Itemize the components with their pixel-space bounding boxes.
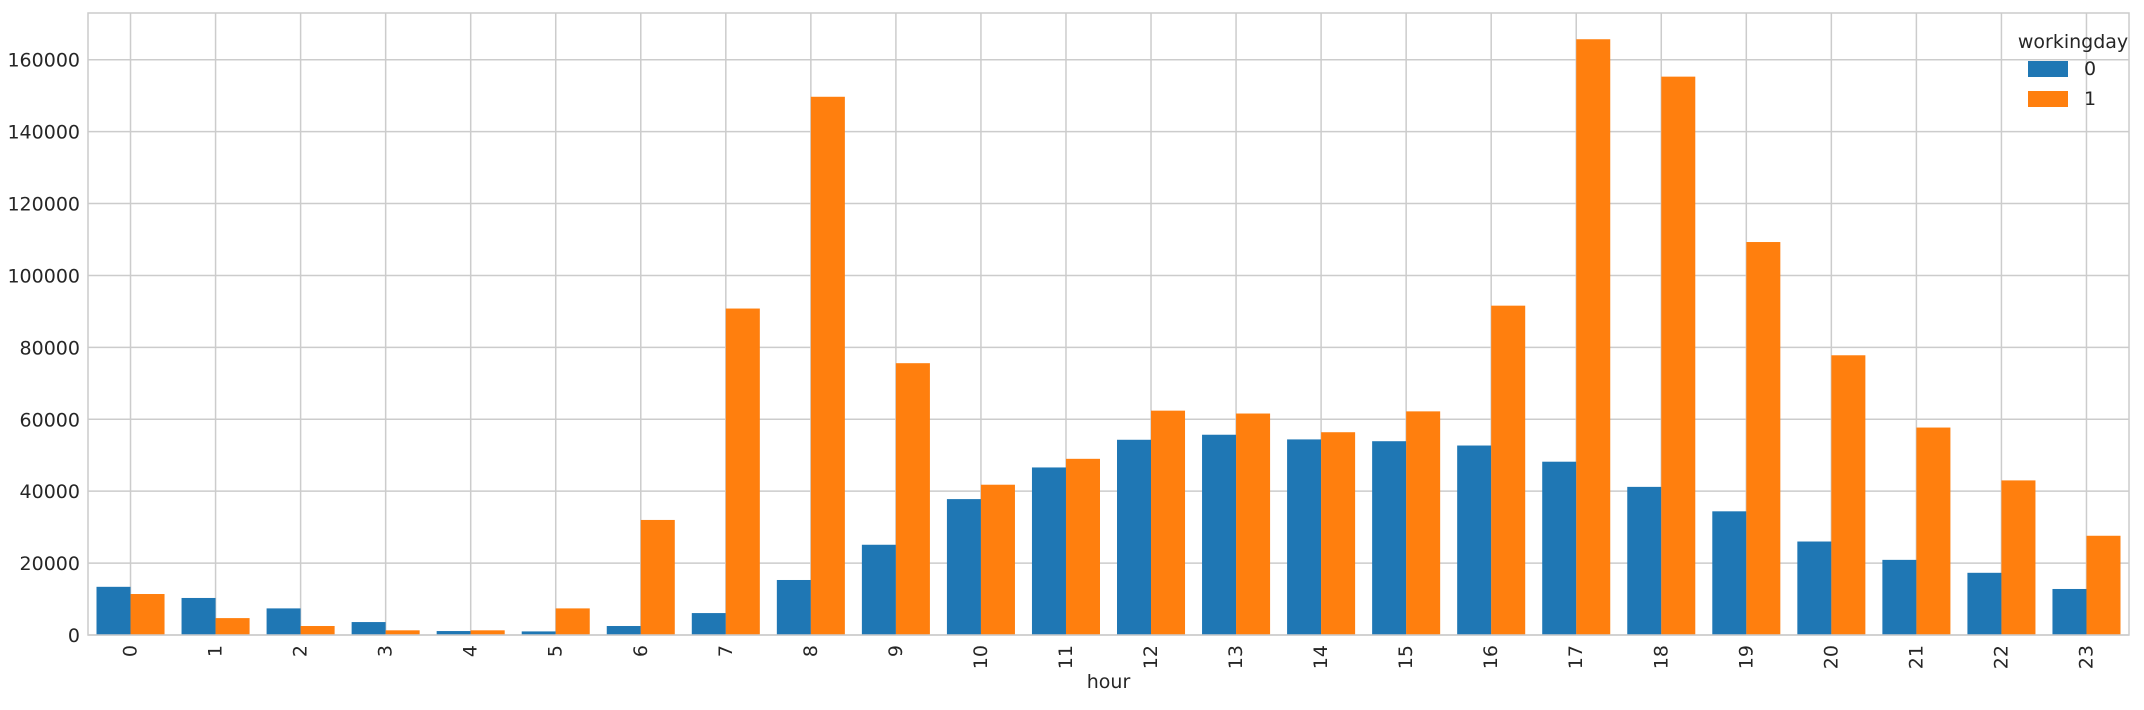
y-tick-label: 140000: [7, 122, 80, 144]
bar-series-1-hour-20: [1831, 355, 1866, 635]
bar-series-1-hour-21: [1916, 427, 1951, 635]
bar-series-1-hour-14: [1321, 432, 1356, 635]
x-tick-label: 17: [1565, 645, 1587, 669]
x-tick-label: 16: [1480, 645, 1502, 669]
bar-series-0-hour-18: [1627, 486, 1662, 635]
bar-series-0-hour-2: [266, 608, 301, 635]
bar-series-0-hour-7: [691, 613, 726, 635]
y-tick-label: 160000: [7, 50, 80, 72]
bar-series-1-hour-18: [1661, 76, 1696, 635]
bar-series-1-hour-0: [130, 594, 165, 635]
bar-series-1-hour-9: [895, 363, 930, 635]
bar-series-0-hour-11: [1031, 467, 1066, 635]
bar-series-1-hour-10: [980, 484, 1015, 635]
bar-series-0-hour-13: [1202, 434, 1237, 635]
x-tick-label: 1: [205, 645, 227, 657]
x-tick-label: 2: [290, 645, 312, 657]
bar-series-1-hour-16: [1491, 305, 1526, 635]
bar-series-1-hour-8: [810, 96, 845, 635]
y-tick-label: 120000: [7, 194, 80, 216]
bar-series-0-hour-1: [181, 597, 216, 635]
y-tick-label: 100000: [7, 265, 80, 287]
bar-series-1-hour-7: [725, 308, 760, 635]
x-tick-label: 19: [1735, 645, 1757, 669]
bar-series-1-hour-12: [1151, 410, 1186, 635]
x-tick-label: 14: [1310, 645, 1332, 669]
legend: workingday 0 1: [2018, 31, 2128, 110]
bar-series-0-hour-23: [2052, 588, 2087, 635]
y-tick-label: 20000: [20, 553, 80, 575]
bars: [96, 39, 2121, 636]
y-tick-label: 60000: [20, 409, 80, 431]
x-tick-label: 20: [1820, 645, 1842, 669]
bar-series-0-hour-16: [1457, 445, 1492, 635]
bar-series-1-hour-2: [300, 626, 335, 635]
bar-series-0-hour-22: [1967, 572, 2002, 635]
bar-series-1-hour-3: [385, 630, 420, 635]
plot-frame: [87, 12, 2130, 636]
bar-series-0-hour-15: [1372, 441, 1407, 635]
bar-series-1-hour-4: [470, 630, 505, 635]
bar-series-0-hour-8: [776, 579, 811, 635]
bar-series-0-hour-14: [1287, 439, 1322, 635]
bar-series-1-hour-15: [1406, 411, 1441, 635]
x-tick-label: 11: [1055, 645, 1077, 669]
bar-series-1-hour-1: [215, 618, 250, 635]
bar-series-0-hour-10: [946, 499, 981, 635]
x-tick-label: 21: [1905, 645, 1927, 669]
bar-series-0-hour-17: [1542, 461, 1577, 635]
y-tick-label: 80000: [20, 337, 80, 359]
bar-series-1-hour-13: [1236, 413, 1271, 635]
x-tick-label: 23: [2075, 645, 2097, 669]
x-tick-label: 15: [1395, 645, 1417, 669]
y-tick-label: 0: [68, 625, 80, 647]
legend-swatch-0: [2028, 61, 2068, 77]
x-tick-label: 12: [1140, 645, 1162, 669]
x-tick-label: 13: [1225, 645, 1247, 669]
bar-series-1-hour-11: [1065, 458, 1100, 635]
bar-series-0-hour-20: [1797, 541, 1832, 635]
bar-series-1-hour-23: [2086, 535, 2121, 635]
bar-series-1-hour-17: [1576, 39, 1611, 636]
bar-series-0-hour-9: [861, 544, 896, 635]
x-tick-label: 5: [545, 645, 567, 657]
x-tick-label: 4: [460, 645, 482, 657]
bar-series-0-hour-6: [606, 626, 641, 635]
x-tick-label: 7: [715, 645, 737, 657]
bar-series-0-hour-21: [1882, 559, 1917, 635]
bar-series-0-hour-4: [436, 631, 471, 635]
bar-series-0-hour-0: [96, 586, 131, 635]
x-axis-ticks: 0 1 2 3 4 5 6 7 8 9 10 11 12 13 14 15 16 17 18 19 20 21 22 23: [120, 645, 2098, 669]
y-axis-ticks: 0 20000 40000 60000 80000 100000 120000 140000 1…: [7, 50, 80, 647]
x-tick-label: 22: [1990, 645, 2012, 669]
bar-series-0-hour-5: [521, 631, 556, 635]
bar-series-0-hour-19: [1712, 511, 1747, 635]
x-tick-label: 6: [630, 645, 652, 657]
bar-series-0-hour-12: [1117, 439, 1152, 635]
x-tick-label: 9: [885, 645, 907, 657]
bar-series-1-hour-22: [2001, 480, 2036, 635]
x-tick-label: 0: [120, 645, 142, 657]
bar-series-1-hour-5: [555, 608, 590, 635]
x-tick-label: 8: [800, 645, 822, 657]
x-tick-label: 18: [1650, 645, 1672, 669]
bar-series-1-hour-6: [640, 519, 675, 635]
x-tick-label: 10: [970, 645, 992, 669]
legend-swatch-1: [2028, 91, 2068, 107]
legend-label-0: 0: [2084, 58, 2096, 80]
legend-title: workingday: [2018, 31, 2128, 53]
x-axis-title: hour: [1087, 671, 1131, 693]
x-tick-label: 3: [375, 645, 397, 657]
bar-series-1-hour-19: [1746, 242, 1781, 635]
bar-series-0-hour-3: [351, 622, 386, 635]
y-tick-label: 40000: [20, 481, 80, 503]
legend-label-1: 1: [2084, 88, 2096, 110]
